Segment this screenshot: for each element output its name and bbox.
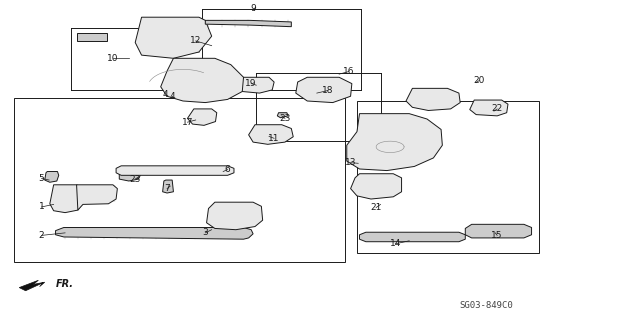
Text: 19: 19 — [245, 79, 257, 88]
Text: 18: 18 — [322, 86, 333, 95]
Polygon shape — [470, 100, 508, 116]
Polygon shape — [56, 227, 253, 239]
Polygon shape — [465, 224, 532, 238]
Text: 21: 21 — [371, 203, 382, 212]
Text: 4: 4 — [170, 92, 175, 101]
Polygon shape — [45, 172, 59, 182]
Text: 14: 14 — [390, 240, 401, 249]
Bar — [14, 98, 346, 262]
Text: FR.: FR. — [56, 279, 74, 289]
Polygon shape — [277, 113, 288, 118]
Text: 1: 1 — [38, 203, 44, 211]
Text: 15: 15 — [492, 231, 503, 240]
Text: SG03-849C0: SG03-849C0 — [459, 301, 513, 310]
Text: 3: 3 — [202, 228, 208, 237]
Polygon shape — [296, 77, 352, 103]
Text: 20: 20 — [474, 76, 485, 85]
Polygon shape — [135, 17, 212, 58]
Text: 7: 7 — [164, 184, 170, 193]
Polygon shape — [163, 180, 173, 193]
Polygon shape — [116, 166, 234, 175]
Polygon shape — [360, 232, 465, 242]
Text: 13: 13 — [345, 158, 356, 167]
Text: 6: 6 — [225, 165, 230, 174]
Polygon shape — [239, 77, 274, 93]
Text: 10: 10 — [107, 54, 118, 63]
Polygon shape — [161, 58, 244, 103]
Text: 16: 16 — [343, 67, 355, 76]
Polygon shape — [347, 114, 442, 171]
Polygon shape — [406, 88, 460, 110]
Polygon shape — [119, 172, 140, 181]
Polygon shape — [205, 20, 291, 27]
Polygon shape — [248, 125, 293, 144]
Text: 23: 23 — [279, 114, 291, 123]
Text: 11: 11 — [268, 134, 280, 143]
Polygon shape — [50, 185, 84, 213]
Polygon shape — [351, 174, 401, 199]
Polygon shape — [207, 202, 262, 230]
Text: 17: 17 — [182, 118, 193, 127]
Text: 4: 4 — [163, 90, 168, 99]
Polygon shape — [19, 280, 45, 291]
Polygon shape — [77, 33, 106, 41]
Polygon shape — [77, 185, 117, 210]
Text: 22: 22 — [492, 104, 503, 113]
Text: 12: 12 — [190, 36, 202, 45]
Text: 23: 23 — [129, 174, 141, 184]
Text: 9: 9 — [251, 4, 257, 13]
Text: 2: 2 — [39, 231, 44, 240]
Bar — [357, 101, 539, 253]
Text: 5: 5 — [38, 174, 44, 183]
Polygon shape — [188, 109, 217, 125]
